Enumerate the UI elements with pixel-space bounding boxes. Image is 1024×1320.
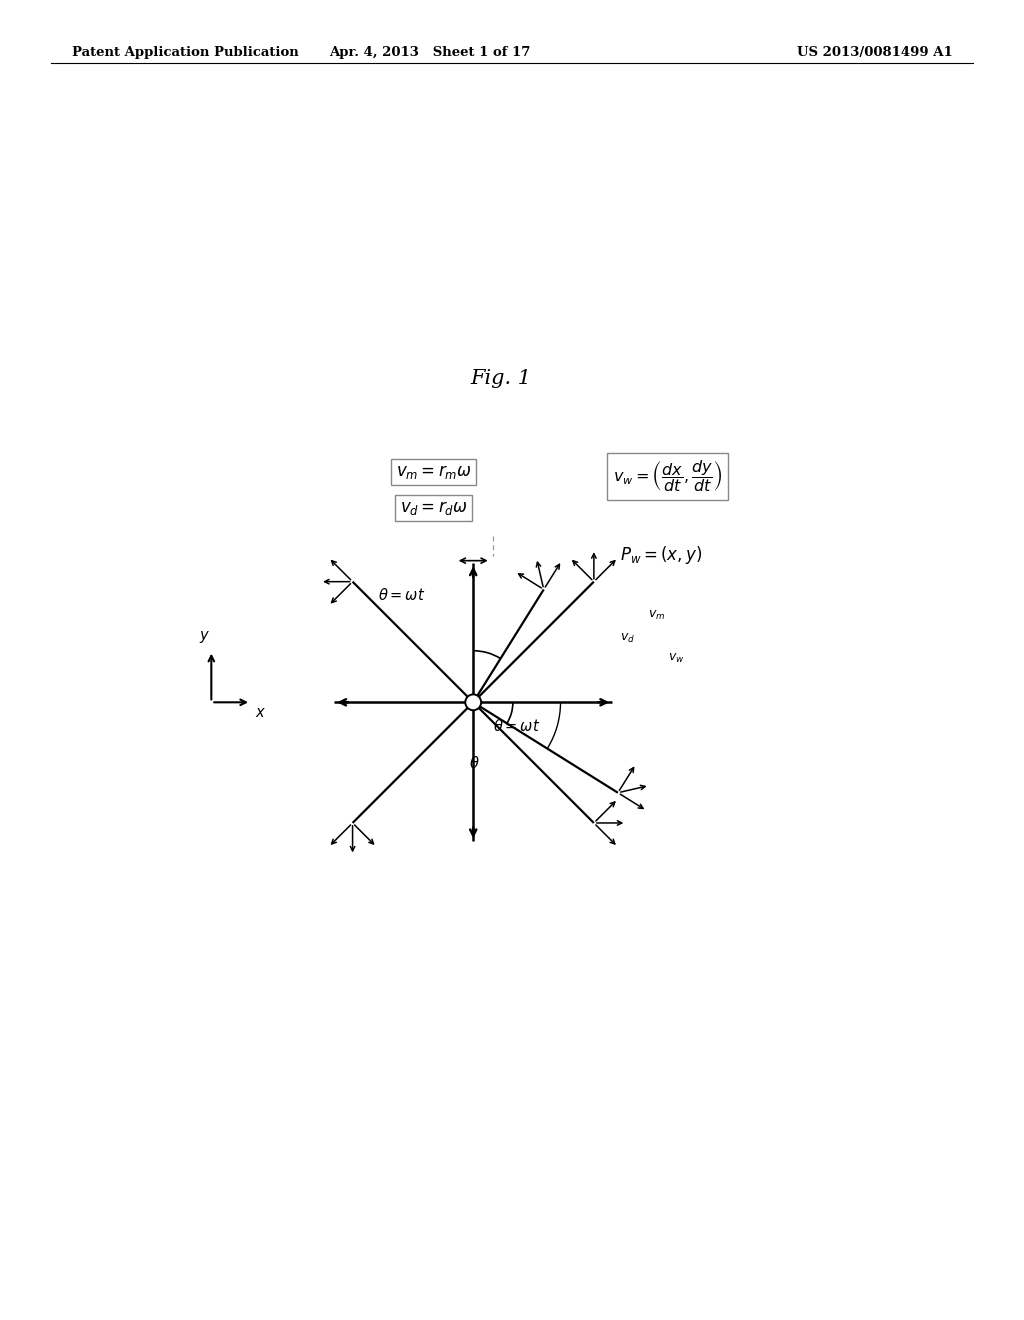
Circle shape (465, 694, 481, 710)
Text: $x$: $x$ (255, 706, 266, 721)
Text: $\theta = \omega t$: $\theta = \omega t$ (378, 587, 426, 603)
Text: $y$: $y$ (200, 630, 211, 645)
Text: Patent Application Publication: Patent Application Publication (72, 46, 298, 59)
Text: $\theta = \omega t$: $\theta = \omega t$ (494, 718, 541, 734)
Text: Apr. 4, 2013   Sheet 1 of 17: Apr. 4, 2013 Sheet 1 of 17 (330, 46, 530, 59)
Text: $v_d$: $v_d$ (620, 632, 635, 645)
Text: $v_w$: $v_w$ (668, 652, 684, 665)
Text: Fig. 1: Fig. 1 (470, 370, 531, 388)
Text: $v_d = r_d\omega$: $v_d = r_d\omega$ (399, 499, 468, 517)
Text: US 2013/0081499 A1: US 2013/0081499 A1 (797, 46, 952, 59)
Text: $\theta$: $\theta$ (469, 755, 480, 771)
Text: $P_w = (x, y)$: $P_w = (x, y)$ (620, 544, 702, 566)
Text: $v_m$: $v_m$ (648, 609, 666, 622)
Text: $v_m = r_m\omega$: $v_m = r_m\omega$ (395, 463, 471, 482)
Text: $v_w = \left(\dfrac{dx}{dt}, \dfrac{dy}{dt}\right)$: $v_w = \left(\dfrac{dx}{dt}, \dfrac{dy}{… (612, 458, 723, 494)
